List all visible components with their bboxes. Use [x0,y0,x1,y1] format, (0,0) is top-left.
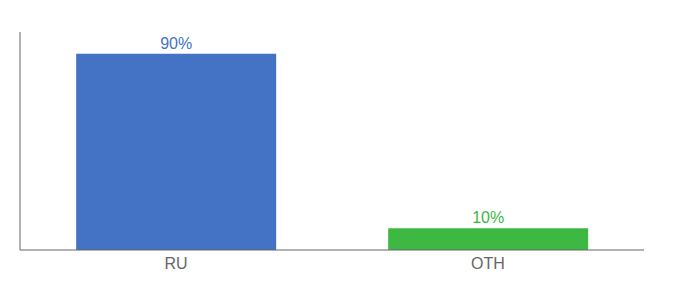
svg-text:10%: 10% [472,209,504,226]
svg-text:RU: RU [164,255,187,272]
svg-text:90%: 90% [160,35,192,52]
svg-text:OTH: OTH [471,255,505,272]
